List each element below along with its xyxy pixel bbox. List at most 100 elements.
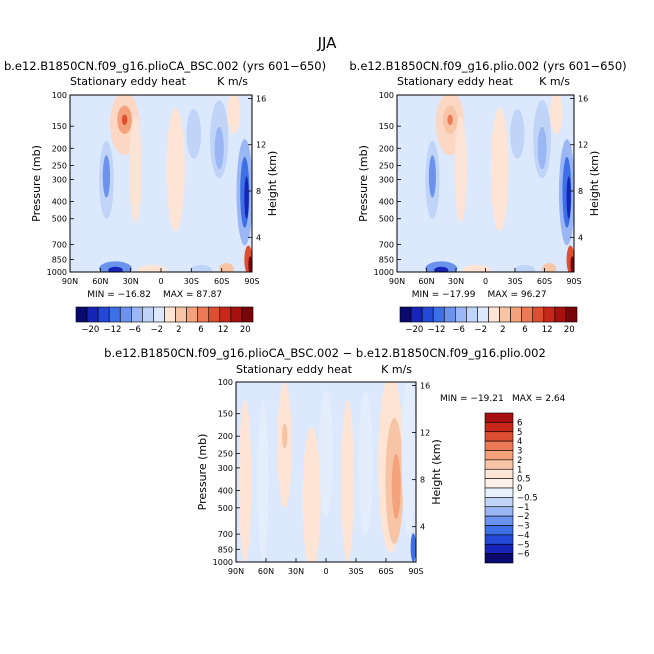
left-string: Stationary eddy heat — [397, 75, 514, 88]
colorbar-box — [484, 459, 514, 470]
x-tick-label: 90N — [62, 277, 78, 286]
contour-field — [70, 95, 252, 272]
y2-axis-title: Height (km) — [266, 151, 279, 217]
colorbar-label: −1 — [517, 503, 530, 513]
colorbar-box — [86, 306, 99, 323]
colorbar-label: 1 — [517, 465, 522, 475]
colorbar-box — [484, 497, 514, 508]
y-tick-label: 300 — [52, 175, 67, 184]
colorbar-box — [484, 431, 514, 442]
colorbar-box — [484, 468, 514, 479]
colorbar-box — [75, 306, 88, 323]
y-tick-label: 1000 — [47, 268, 67, 277]
contour-field — [397, 95, 574, 272]
colorbar-box — [410, 306, 423, 323]
y2-tick-label: 16 — [578, 94, 588, 103]
colorbar: −20 −12 −6 −2 2 6 12 20 — [75, 306, 254, 335]
colorbar-box — [484, 487, 514, 498]
right-string: K m/s — [217, 75, 248, 88]
colorbar-label: −3 — [517, 522, 530, 532]
x-tick-label: 90S — [566, 277, 581, 286]
contour-region — [318, 391, 334, 517]
colorbar-label: 6 — [198, 325, 203, 335]
y2-tick-label: 12 — [420, 429, 430, 438]
y-tick-label: 850 — [52, 256, 67, 265]
y-tick-label: 400 — [379, 198, 394, 207]
colorbar-label: −12 — [104, 325, 122, 335]
colorbar-box — [219, 306, 232, 323]
contour-region — [186, 109, 202, 159]
contour-field — [236, 382, 416, 562]
colorbar-box — [142, 306, 154, 323]
contour-region — [513, 264, 536, 272]
colorbar-box — [484, 515, 514, 526]
contour-region — [214, 126, 224, 170]
colorbar-box — [108, 306, 121, 323]
colorbar-box — [484, 525, 514, 536]
colorbar-box — [484, 506, 514, 517]
x-tick-label: 60S — [378, 567, 393, 576]
contour-region — [570, 256, 574, 272]
y-tick-label: 1000 — [213, 558, 233, 567]
colorbar-box — [455, 306, 467, 323]
x-tick-label: 30N — [448, 277, 464, 286]
colorbar-label: 6 — [517, 418, 522, 428]
contour-region — [358, 391, 373, 535]
contour-region — [281, 423, 288, 449]
contour-region — [454, 116, 467, 223]
y-tick-label: 850 — [218, 545, 233, 554]
y2-tick-label: 16 — [256, 94, 266, 103]
chart-title: b.e12.B1850CN.f09_g16.plio.002 (yrs 601−… — [349, 59, 626, 73]
contour-region — [566, 176, 571, 219]
y2-tick-label: 4 — [578, 233, 583, 242]
x-tick-label: 90N — [228, 567, 244, 576]
colorbar-box — [484, 450, 514, 461]
colorbar-label: 0 — [517, 484, 522, 494]
colorbar-label: −5 — [517, 540, 530, 550]
y-tick-label: 400 — [218, 486, 233, 495]
contour-region — [537, 126, 547, 170]
colorbar-label: −6 — [128, 325, 141, 335]
colorbar-label: −2 — [517, 512, 530, 522]
colorbar-box — [510, 306, 522, 323]
chart-panel-2: b.e12.B1850CN.f09_g16.plio.002 (yrs 601−… — [349, 59, 626, 335]
y2-tick-label: 4 — [256, 233, 261, 242]
y-tick-label: 250 — [52, 161, 67, 170]
y-tick-label: 850 — [379, 256, 394, 265]
contour-region — [410, 533, 416, 562]
y-tick-label: 150 — [379, 122, 394, 131]
y-axis-title: Pressure (mb) — [30, 145, 43, 222]
contour-region — [129, 116, 142, 223]
colorbar: −20 −12 −6 −2 2 6 12 20 — [399, 306, 578, 335]
y-axis-title: Pressure (mb) — [357, 145, 370, 222]
colorbar-label: −2 — [150, 325, 163, 335]
y2-tick-label: 8 — [256, 187, 261, 196]
colorbar-box — [484, 534, 514, 545]
colorbar-label: −20 — [405, 325, 423, 335]
colorbar-box — [484, 412, 514, 423]
y2-tick-label: 8 — [578, 187, 583, 196]
colorbar-label: 2 — [176, 325, 181, 335]
contour-region — [244, 176, 249, 219]
contour-region — [413, 139, 423, 246]
contour-region — [137, 264, 167, 272]
x-tick-label: 30N — [123, 277, 139, 286]
y-tick-label: 300 — [379, 175, 394, 184]
contour-region — [102, 155, 111, 198]
contour-region — [462, 264, 491, 272]
x-tick-label: 60S — [214, 277, 229, 286]
chart-panel-3: b.e12.B1850CN.f09_g16.plioCA_BSC.002 − b… — [104, 346, 565, 576]
colorbar-box — [131, 306, 143, 323]
x-tick-label: 30S — [348, 567, 363, 576]
colorbar-box — [484, 478, 514, 489]
colorbar-box — [432, 306, 445, 323]
contour-region — [108, 266, 123, 272]
y-tick-label: 250 — [379, 161, 394, 170]
contour-region — [166, 107, 185, 232]
colorbar-label: 12 — [542, 325, 553, 335]
max-value: MAX = 96.27 — [488, 290, 547, 300]
y2-tick-label: 16 — [420, 382, 430, 391]
chart-title: b.e12.B1850CN.f09_g16.plioCA_BSC.002 (yr… — [4, 59, 326, 73]
contour-region — [227, 95, 241, 134]
x-tick-label: 60N — [258, 567, 274, 576]
